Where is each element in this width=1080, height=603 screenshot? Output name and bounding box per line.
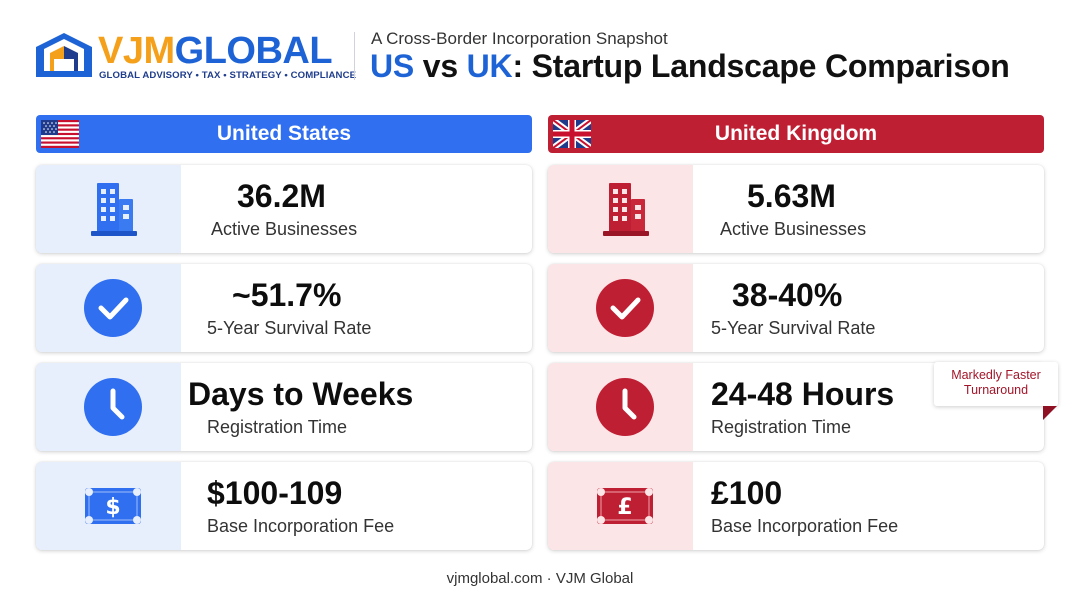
- vjm-global-logo[interactable]: VJMGLOBAL GLOBAL ADVISORY • TAX • STRATE…: [36, 30, 356, 86]
- metric-value: Days to Weeks: [188, 376, 414, 412]
- title-rest: : Startup Landscape Comparison: [512, 48, 1010, 84]
- logo-wordmark: VJMGLOBAL: [98, 30, 333, 72]
- us-survival-rate-card: ~51.7% 5-Year Survival Rate: [36, 264, 532, 352]
- uk-flag-icon: [553, 120, 591, 148]
- uk-survival-rate-card: 38-40% 5-Year Survival Rate: [548, 264, 1044, 352]
- logo-vjm: VJM: [98, 30, 175, 72]
- logo-global: GLOBAL: [174, 30, 333, 72]
- metric-value: 24-48 Hours: [711, 376, 895, 412]
- pound-bill-icon: £: [597, 488, 653, 524]
- uk-column-title: United Kingdom: [714, 122, 878, 145]
- badge-line-1: Markedly Faster: [951, 368, 1041, 382]
- metric-value: ~51.7%: [232, 277, 342, 313]
- metric-label: 5-Year Survival Rate: [207, 318, 372, 338]
- metric-value: $100-109: [207, 475, 343, 511]
- metric-value: £100: [711, 475, 783, 511]
- us-active-businesses-card: 36.2M Active Businesses: [36, 165, 532, 253]
- metric-label: Base Incorporation Fee: [711, 516, 899, 536]
- us-incorporation-fee-card: $ $100-109 Base Incorporation Fee: [36, 462, 532, 550]
- page-subtitle: A Cross-Border Incorporation Snapshot: [371, 29, 668, 48]
- metric-label: Active Businesses: [720, 219, 867, 239]
- building-icon: [91, 183, 137, 236]
- uk-column-header: United Kingdom: [548, 115, 1044, 153]
- svg-text:$: $: [105, 495, 120, 520]
- us-flag-icon: [41, 120, 79, 148]
- us-column-title: United States: [216, 122, 352, 145]
- clock-icon: [84, 378, 142, 436]
- metric-value: 38-40%: [732, 277, 843, 313]
- metric-value: 5.63M: [747, 178, 836, 214]
- header-divider: [354, 32, 355, 80]
- footer-credit[interactable]: vjmglobal.com · VJM Global: [446, 570, 634, 587]
- page-title: US vs UK: Startup Landscape Comparison: [370, 48, 1010, 85]
- metric-label: Registration Time: [711, 417, 852, 437]
- title-us: US: [370, 48, 415, 84]
- uk-incorporation-fee-card: £ £100 Base Incorporation Fee: [548, 462, 1044, 550]
- metric-label: Registration Time: [207, 417, 348, 437]
- dollar-bill-icon: $: [85, 488, 141, 524]
- clock-icon: [596, 378, 654, 436]
- checkmark-icon: [596, 279, 654, 337]
- metric-value: 36.2M: [237, 178, 326, 214]
- metric-label: Base Incorporation Fee: [207, 516, 395, 536]
- metric-label: Active Businesses: [211, 219, 358, 239]
- faster-turnaround-badge: Markedly Faster Turnaround: [934, 362, 1058, 406]
- checkmark-icon: [84, 279, 142, 337]
- us-registration-time-card: Days to Weeks Registration Time: [36, 363, 532, 451]
- building-icon: [603, 183, 649, 236]
- uk-registration-time-card: 24-48 Hours Registration Time: [548, 363, 1044, 451]
- us-column-header: United States: [36, 115, 532, 153]
- logo-tagline: GLOBAL ADVISORY • TAX • STRATEGY • COMPL…: [99, 70, 357, 81]
- logo-mark-icon: [36, 33, 92, 77]
- uk-active-businesses-card: 5.63M Active Businesses: [548, 165, 1044, 253]
- metric-label: 5-Year Survival Rate: [711, 318, 876, 338]
- title-vs: vs: [414, 48, 467, 84]
- svg-text:£: £: [617, 495, 632, 520]
- badge-line-2: Turnaround: [963, 383, 1029, 397]
- title-uk: UK: [466, 48, 513, 84]
- header: VJMGLOBAL GLOBAL ADVISORY • TAX • STRATE…: [0, 0, 1080, 110]
- badge-fold: [1043, 406, 1057, 420]
